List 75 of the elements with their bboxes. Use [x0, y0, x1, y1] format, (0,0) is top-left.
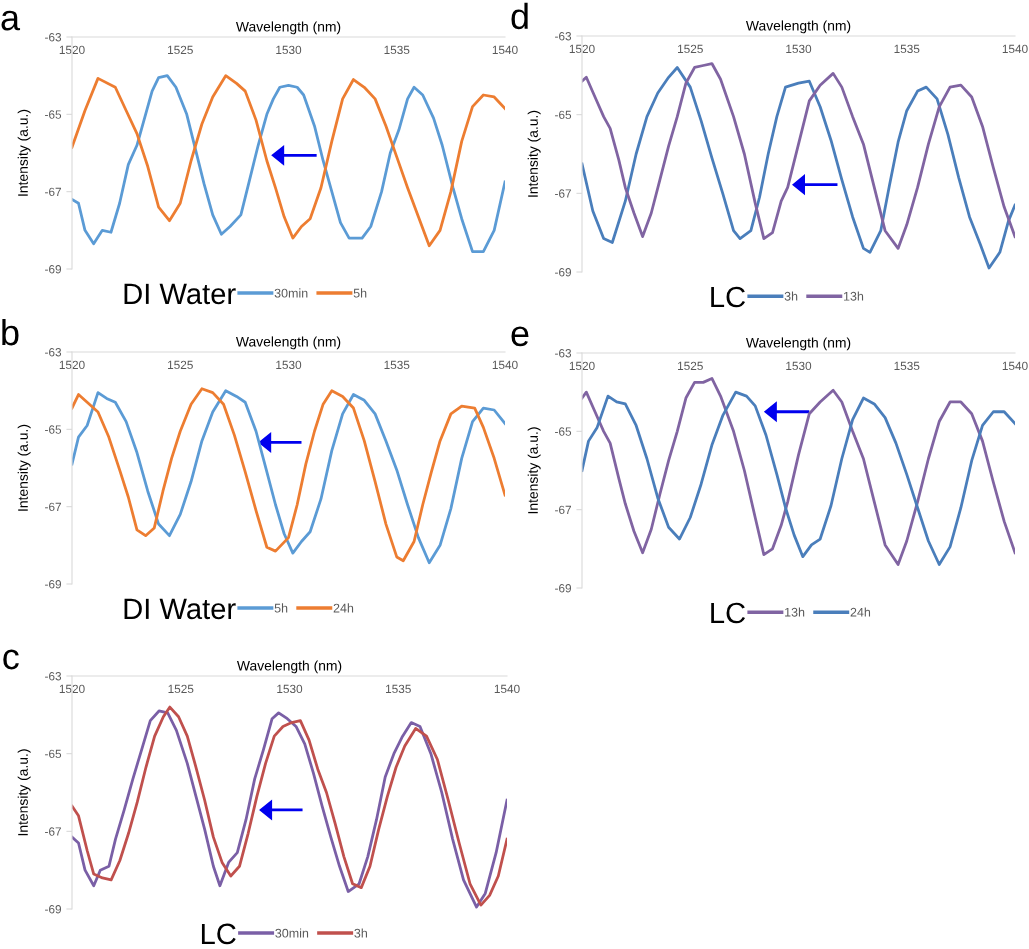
legend-title: LC [711, 602, 746, 624]
chart-title: e [511, 326, 529, 347]
y-tick-label: -65 [555, 427, 572, 436]
x-tick-label: 1520 [59, 684, 85, 694]
x-tick-label: 1525 [678, 361, 703, 371]
x-tick-label: 1530 [277, 684, 303, 694]
x-tick-label: 1520 [569, 361, 595, 371]
legend-title: DI Water [124, 598, 236, 620]
x-axis-title: Wavelength (nm) [235, 336, 341, 350]
y-tick-label: -63 [45, 33, 62, 42]
x-tick-label: 1530 [276, 360, 302, 370]
y-axis-title: Intensity (a.u.) [17, 749, 31, 836]
chart-title: d [511, 2, 528, 30]
legend-label: 30min [275, 928, 309, 938]
legend-label: 24h [850, 607, 871, 617]
x-axis-title: Wavelength (nm) [235, 21, 341, 35]
legend-label: 24h [333, 603, 354, 613]
x-tick-label: 1530 [786, 44, 812, 54]
x-tick-label: 1535 [894, 361, 920, 371]
x-tick-label: 1520 [59, 360, 85, 370]
y-tick-label: -65 [45, 110, 62, 119]
x-tick-label: 1520 [569, 44, 595, 54]
y-tick-label: -69 [45, 905, 62, 914]
x-tick-label: 1525 [678, 44, 703, 54]
chart-title: b [2, 318, 19, 346]
x-tick-label: 1540 [492, 360, 518, 370]
x-axis-title: Wavelength (nm) [745, 20, 851, 34]
x-tick-label: 1540 [1002, 44, 1028, 54]
legend-title: LC [201, 923, 236, 945]
x-tick-label: 1525 [168, 684, 194, 694]
x-tick-label: 1540 [494, 684, 520, 694]
y-tick-label: -63 [45, 672, 62, 681]
y-tick-label: -63 [45, 348, 62, 357]
x-tick-label: 1535 [386, 684, 411, 694]
x-tick-label: 1540 [492, 45, 518, 55]
y-axis-title: Intensity (a.u.) [17, 424, 31, 511]
y-axis-title: Intensity (a.u.) [527, 110, 541, 197]
x-tick-label: 1525 [168, 45, 193, 55]
legend-title: DI Water [124, 283, 236, 305]
legend-label: 3h [354, 928, 367, 938]
x-tick-label: 1520 [59, 45, 85, 55]
y-axis-title: Intensity (a.u.) [17, 109, 31, 196]
x-axis-title: Wavelength (nm) [236, 660, 342, 674]
x-tick-label: 1535 [384, 360, 410, 370]
x-tick-label: 1525 [168, 360, 193, 370]
y-tick-label: -63 [555, 32, 572, 41]
chart-title: c [3, 649, 19, 670]
legend-title: LC [711, 286, 746, 308]
x-tick-label: 1530 [786, 361, 812, 371]
legend-label: 13h [843, 291, 864, 301]
x-tick-label: 1530 [276, 45, 302, 55]
y-tick-label: -65 [45, 425, 62, 434]
chart-title: a [1, 10, 21, 31]
legend-label: 3h [784, 291, 798, 301]
y-tick-label: -65 [555, 110, 572, 120]
y-axis-title: Intensity (a.u.) [527, 427, 541, 514]
x-tick-label: 1535 [384, 45, 410, 55]
x-axis-title: Wavelength (nm) [745, 337, 851, 351]
y-tick-label: -65 [45, 749, 62, 759]
legend-label: 5h [274, 603, 288, 613]
y-tick-label: -67 [45, 827, 61, 836]
legend-label: 5h [353, 288, 367, 298]
legend-label: 30min [274, 288, 308, 298]
y-tick-label: -69 [45, 265, 62, 274]
y-tick-label: -67 [45, 187, 61, 197]
y-tick-label: -67 [555, 505, 571, 515]
y-tick-label: -63 [555, 349, 572, 358]
y-tick-label: -69 [555, 584, 572, 593]
legend-label: 13h [785, 607, 805, 617]
y-tick-label: -69 [45, 580, 62, 589]
y-tick-label: -67 [45, 502, 61, 512]
x-tick-label: 1535 [894, 44, 920, 54]
y-tick-label: -69 [555, 268, 572, 277]
x-tick-label: 1540 [1002, 361, 1028, 371]
y-tick-label: -67 [555, 189, 571, 198]
